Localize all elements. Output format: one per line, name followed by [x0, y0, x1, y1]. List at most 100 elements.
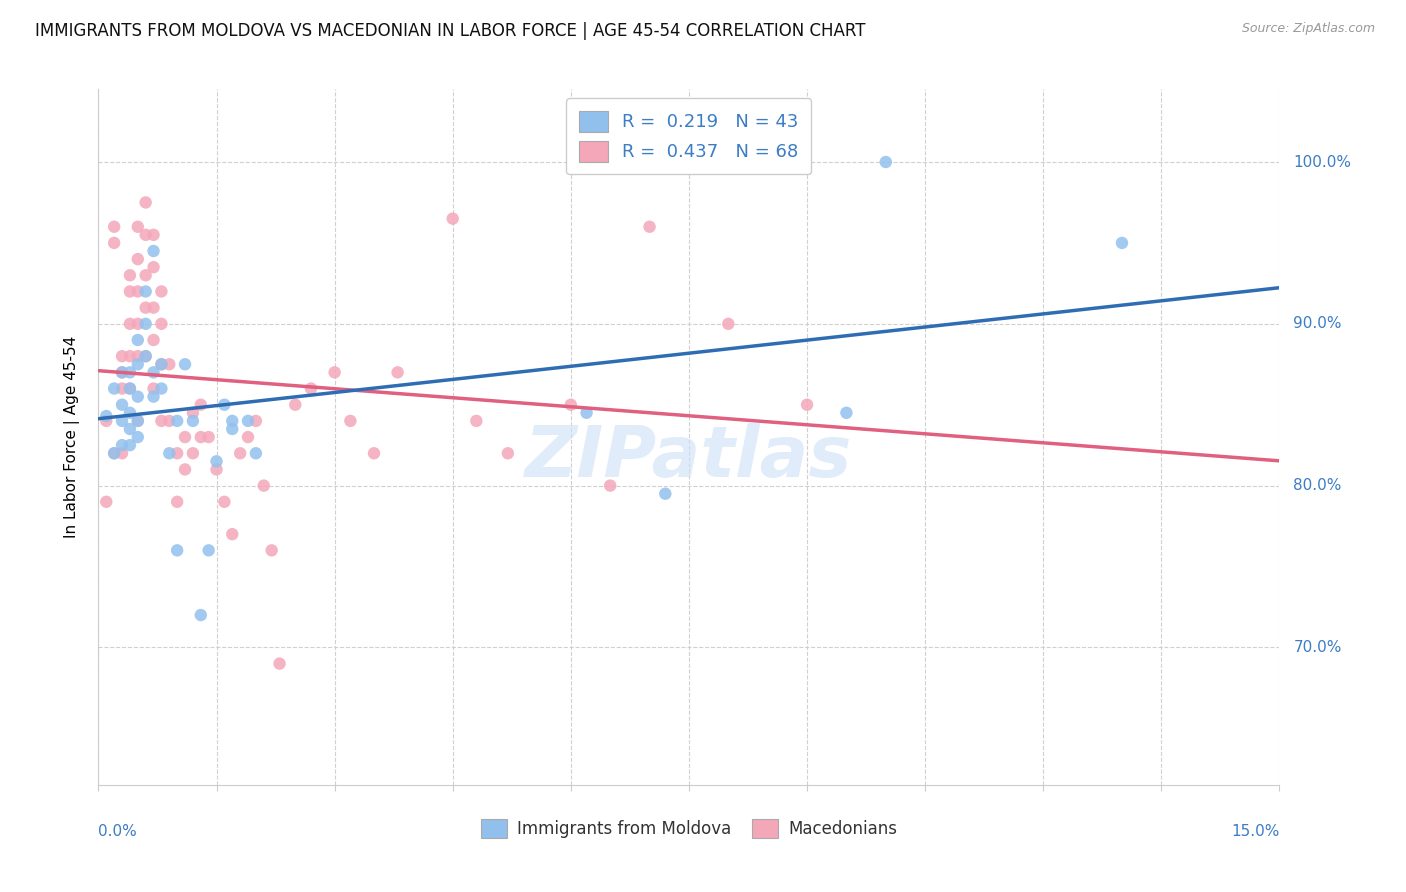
Point [150, 414, 173, 428]
Point [236, 430, 259, 444]
Point [236, 414, 259, 428]
Point [387, 365, 409, 379]
Text: ZIPatlas: ZIPatlas [526, 424, 852, 492]
Point [150, 285, 173, 299]
Point [205, 462, 228, 476]
Point [127, 414, 149, 428]
Text: 70.0%: 70.0% [1294, 640, 1341, 655]
Point [111, 438, 134, 452]
Point [796, 398, 818, 412]
Point [111, 382, 134, 396]
Point [214, 398, 236, 412]
Point [111, 414, 134, 428]
Point [127, 414, 149, 428]
Point [127, 252, 149, 266]
Point [142, 390, 165, 404]
Point [96, 495, 118, 509]
Point [157, 357, 180, 371]
Point [166, 414, 188, 428]
Point [174, 462, 197, 476]
Point [135, 301, 157, 315]
Point [142, 260, 165, 275]
Point [127, 219, 149, 234]
Point [363, 446, 385, 460]
Point [339, 414, 361, 428]
Text: 90.0%: 90.0% [1294, 317, 1341, 331]
Point [142, 244, 165, 258]
Point [103, 382, 125, 396]
Text: Source: ZipAtlas.com: Source: ZipAtlas.com [1241, 22, 1375, 36]
Point [269, 657, 291, 671]
Point [496, 446, 519, 460]
Point [253, 478, 276, 492]
Point [111, 365, 134, 379]
Point [1111, 235, 1133, 250]
Point [135, 285, 157, 299]
Point [111, 398, 134, 412]
Point [135, 195, 157, 210]
Point [465, 414, 488, 428]
Point [103, 235, 125, 250]
Text: 15.0%: 15.0% [1232, 824, 1279, 838]
Point [111, 349, 134, 363]
Point [135, 268, 157, 283]
Point [127, 349, 149, 363]
Point [835, 406, 858, 420]
Text: 0.0%: 0.0% [98, 824, 138, 838]
Point [111, 365, 134, 379]
Point [103, 219, 125, 234]
Point [717, 317, 740, 331]
Point [142, 365, 165, 379]
Point [118, 317, 141, 331]
Point [875, 155, 897, 169]
Point [127, 390, 149, 404]
Point [181, 446, 204, 460]
Point [245, 446, 267, 460]
Point [221, 414, 243, 428]
Point [118, 438, 141, 452]
Point [150, 357, 173, 371]
Point [560, 398, 582, 412]
Point [174, 357, 197, 371]
Point [166, 446, 188, 460]
Point [245, 414, 267, 428]
Point [190, 398, 212, 412]
Point [299, 382, 322, 396]
Point [221, 527, 243, 541]
Point [157, 414, 180, 428]
Legend: Immigrants from Moldova, Macedonians: Immigrants from Moldova, Macedonians [472, 810, 905, 847]
Point [214, 495, 236, 509]
Point [103, 446, 125, 460]
Point [654, 486, 676, 500]
Y-axis label: In Labor Force | Age 45-54: In Labor Force | Age 45-54 [63, 336, 80, 538]
Point [575, 406, 598, 420]
Point [118, 285, 141, 299]
Point [150, 317, 173, 331]
Point [181, 414, 204, 428]
Point [441, 211, 464, 226]
Text: 80.0%: 80.0% [1294, 478, 1341, 493]
Point [96, 409, 118, 423]
Point [150, 357, 173, 371]
Point [197, 543, 219, 558]
Point [118, 349, 141, 363]
Point [127, 357, 149, 371]
Point [190, 430, 212, 444]
Point [118, 365, 141, 379]
Point [284, 398, 307, 412]
Point [135, 317, 157, 331]
Point [221, 422, 243, 436]
Point [181, 406, 204, 420]
Point [118, 382, 141, 396]
Point [150, 382, 173, 396]
Point [166, 543, 188, 558]
Point [157, 446, 180, 460]
Point [174, 430, 197, 444]
Point [142, 227, 165, 242]
Point [260, 543, 283, 558]
Point [118, 406, 141, 420]
Point [118, 382, 141, 396]
Point [127, 285, 149, 299]
Point [197, 430, 219, 444]
Text: 100.0%: 100.0% [1294, 154, 1351, 169]
